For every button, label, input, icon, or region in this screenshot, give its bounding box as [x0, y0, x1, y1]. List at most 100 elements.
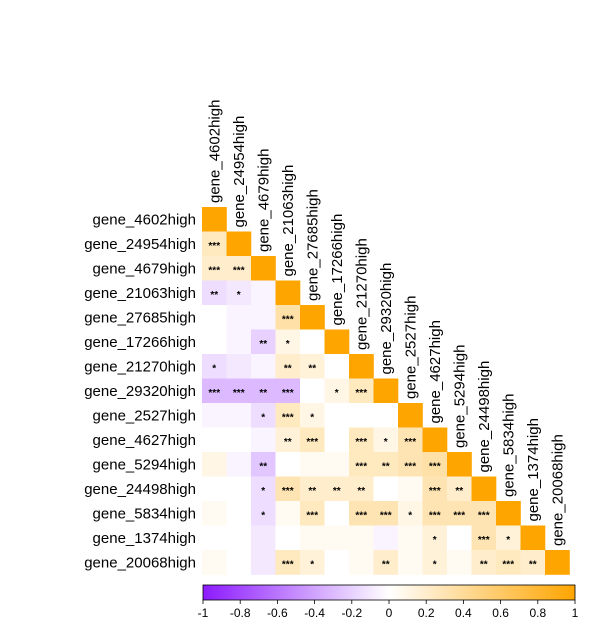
- heatmap-cell: [545, 550, 570, 575]
- significance-label: ***: [453, 510, 465, 521]
- significance-label: ***: [478, 535, 490, 546]
- heatmap-cell: [202, 501, 227, 526]
- significance-label: *: [408, 510, 412, 521]
- colorbar-tick-label: -0.2: [341, 606, 362, 620]
- heatmap-cell: [251, 378, 276, 404]
- heatmap-cell: [226, 256, 252, 281]
- significance-label: ***: [233, 388, 245, 399]
- column-label: gene_5294high: [451, 345, 468, 448]
- significance-label: **: [308, 486, 316, 497]
- heatmap-cell: [373, 550, 399, 575]
- heatmap-cell: [226, 525, 252, 551]
- row-label: gene_1374high: [93, 530, 196, 547]
- heatmap-cell: [324, 329, 350, 355]
- significance-label: **: [259, 461, 267, 472]
- heatmap-cell: [422, 525, 448, 551]
- heatmap-cell: [324, 427, 350, 453]
- heatmap-cell: [300, 452, 325, 477]
- heatmap-cell: [300, 476, 325, 502]
- heatmap-cell: [300, 329, 325, 355]
- heatmap-cell: [398, 452, 423, 477]
- significance-label: *: [335, 388, 339, 399]
- significance-label: ***: [282, 412, 294, 423]
- heatmap-cell: [300, 354, 325, 379]
- significance-label: **: [210, 290, 218, 301]
- column-label: gene_4602high: [206, 100, 223, 203]
- significance-label: ***: [355, 461, 367, 472]
- heatmap-cell: [202, 207, 227, 232]
- heatmap-cell: [226, 550, 252, 575]
- heatmap-cell: [226, 501, 252, 526]
- significance-label: *: [261, 412, 265, 423]
- heatmap-cell: [202, 378, 227, 404]
- significance-label: **: [480, 559, 488, 570]
- heatmap-cell: [202, 280, 227, 306]
- significance-label: **: [284, 437, 292, 448]
- heatmap-cell: [471, 501, 497, 526]
- heatmap-cell: [202, 427, 227, 453]
- heatmap-cells: [202, 207, 570, 575]
- column-label: gene_5834high: [500, 394, 517, 497]
- column-label: gene_21270high: [353, 238, 370, 350]
- heatmap-cell: [447, 501, 472, 526]
- heatmap-cell: [300, 550, 325, 575]
- heatmap-cell: [251, 427, 276, 453]
- column-label: gene_4627high: [427, 320, 444, 423]
- heatmap-cell: [447, 550, 472, 575]
- significance-label: *: [384, 437, 388, 448]
- colorbar-tick-label: 0.8: [529, 606, 546, 620]
- heatmap-cell: [251, 452, 276, 477]
- heatmap-cell: [226, 452, 252, 477]
- significance-label: ***: [478, 510, 490, 521]
- heatmap-cell: [398, 427, 423, 453]
- row-label: gene_4602high: [93, 211, 196, 228]
- significance-label: *: [310, 412, 314, 423]
- heatmap-cell: [275, 427, 301, 453]
- heatmap-cell: [422, 501, 448, 526]
- column-labels: gene_4602high gene_24954high gene_4679high…: [206, 100, 566, 546]
- heatmap-cell: [373, 476, 399, 502]
- heatmap-cell: [398, 403, 423, 428]
- heatmap-cell: [251, 329, 276, 355]
- row-label: gene_20068high: [84, 554, 196, 571]
- significance-label: ***: [306, 510, 318, 521]
- row-label: gene_21270high: [84, 358, 196, 375]
- heatmap-cell: [202, 525, 227, 551]
- significance-label: *: [433, 535, 437, 546]
- row-label: gene_24498high: [84, 481, 196, 498]
- significance-label: ***: [404, 437, 416, 448]
- heatmap-cell: [300, 305, 325, 330]
- significance-label: *: [212, 363, 216, 374]
- heatmap-cell: [349, 378, 374, 404]
- heatmap-cell: [226, 378, 252, 404]
- heatmap-cell: [324, 378, 350, 404]
- column-label: gene_27685high: [304, 189, 321, 301]
- significance-label: *: [261, 510, 265, 521]
- column-label: gene_17266high: [329, 214, 346, 326]
- heatmap-cell: [422, 476, 448, 502]
- heatmap-cell: [226, 354, 252, 379]
- heatmap-cell: [275, 378, 301, 404]
- significance-label: ***: [306, 437, 318, 448]
- heatmap-cell: [251, 403, 276, 428]
- significance-label: *: [237, 290, 241, 301]
- significance-label: *: [286, 339, 290, 350]
- heatmap-cell: [349, 452, 374, 477]
- colorbar-tick-label: -0.6: [267, 606, 288, 620]
- heatmap-cell: [226, 329, 252, 355]
- heatmap-cell: [324, 452, 350, 477]
- significance-label: **: [529, 559, 537, 570]
- column-label: gene_24954high: [231, 116, 248, 228]
- significance-label: ***: [429, 461, 441, 472]
- row-label: gene_2527high: [93, 407, 196, 424]
- heatmap-cell: [300, 427, 325, 453]
- column-label: gene_21063high: [280, 165, 297, 277]
- heatmap-cell: [324, 403, 350, 428]
- significance-label: **: [382, 461, 390, 472]
- significance-label: ***: [429, 486, 441, 497]
- heatmap-cell: [275, 550, 301, 575]
- significance-label: *: [261, 486, 265, 497]
- heatmap-cell: [471, 525, 497, 551]
- heatmap-cell: [398, 476, 423, 502]
